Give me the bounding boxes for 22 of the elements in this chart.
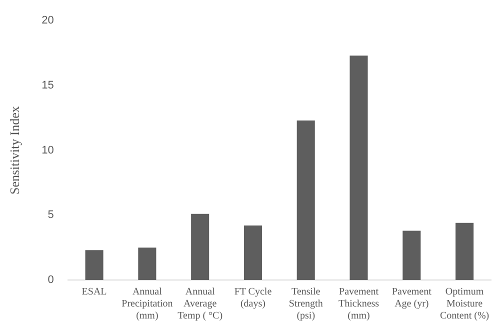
bar — [350, 56, 368, 280]
x-tick-label: Optimum Moisture Content (%) — [440, 286, 490, 322]
x-tick-label: Annual Precipitation (mm) — [122, 286, 173, 322]
y-tick-label: 20 — [42, 14, 54, 27]
x-tick-label: Annual Average Temp ( °C) — [178, 286, 223, 322]
x-tick-label: Pavement Age (yr) — [392, 286, 432, 310]
bar — [138, 248, 156, 280]
y-tick-label: 15 — [42, 79, 54, 92]
bar — [296, 120, 315, 280]
bar — [402, 230, 421, 280]
y-tick-label: 0 — [48, 274, 54, 286]
x-tick-label: Tensile Strength (psi) — [288, 286, 323, 322]
bar — [456, 222, 474, 280]
x-tick-label: ESAL — [82, 286, 107, 298]
x-tick-label: Pavement Thickness (mm) — [338, 286, 380, 322]
bar — [85, 250, 104, 280]
x-tick-label: FT Cycle (days) — [234, 286, 272, 310]
y-tick-label: 10 — [42, 144, 54, 156]
bar — [191, 214, 210, 280]
y-axis-title: Sensitivity Index — [7, 106, 22, 195]
y-tick-label: 5 — [48, 209, 54, 222]
bar — [244, 226, 262, 280]
